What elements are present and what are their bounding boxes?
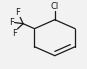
Text: F: F bbox=[9, 18, 14, 27]
Text: F: F bbox=[12, 29, 17, 38]
Text: F: F bbox=[15, 8, 20, 17]
Text: Cl: Cl bbox=[51, 2, 59, 11]
